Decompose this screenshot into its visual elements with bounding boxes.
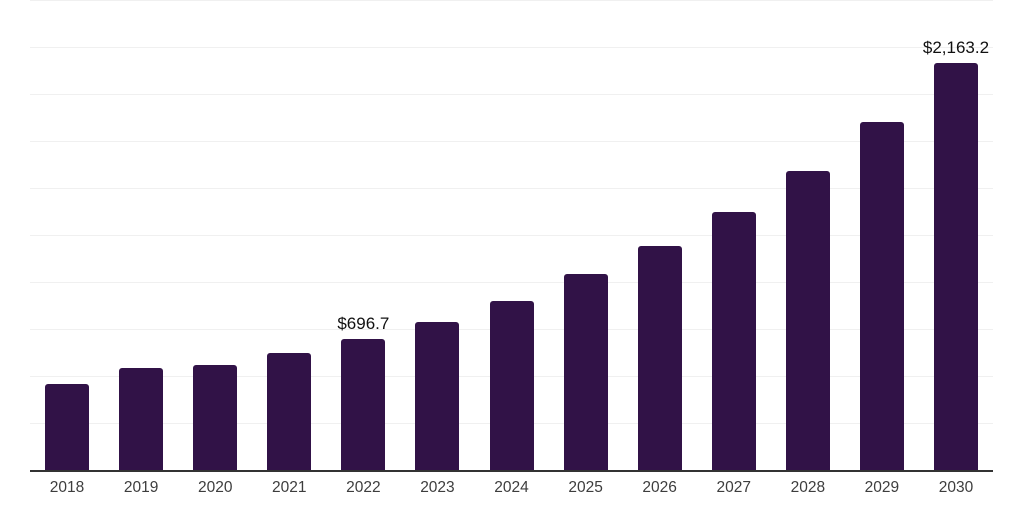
x-tick-label-2026: 2026: [642, 479, 677, 496]
bar-slot-2029: [845, 0, 919, 470]
plot-area: $696.7 $2,163.2: [30, 0, 993, 472]
data-label-2022: $696.7: [337, 314, 390, 334]
x-tick-label-2030: 2030: [938, 479, 974, 496]
bar-2019: [119, 368, 164, 470]
bar-slot-2027: [697, 0, 771, 470]
data-label-2030: $2,163.2: [922, 38, 990, 58]
gridline: [30, 235, 993, 236]
bar-slot-2025: [549, 0, 623, 470]
bar-2023: [415, 322, 460, 470]
bar-2027: [711, 211, 756, 470]
gridline: [30, 141, 993, 142]
bar-2030: [933, 63, 978, 470]
gridline: [30, 47, 993, 48]
bar-slot-2023: [400, 0, 474, 470]
x-tick-label-2019: 2019: [123, 479, 159, 496]
gridline: [30, 188, 993, 189]
bar-2026: [637, 246, 682, 470]
bar-2022: [341, 339, 386, 470]
bar-2020: [193, 364, 238, 470]
gridline: [30, 282, 993, 283]
x-tick-label-2029: 2029: [864, 479, 900, 496]
x-tick-label-2020: 2020: [197, 479, 233, 496]
bar-2018: [45, 383, 90, 470]
bar-slot-2022: $696.7: [326, 0, 400, 470]
bar-slot-2024: [474, 0, 548, 470]
bar-series: $696.7 $2,163.2: [30, 0, 993, 470]
x-tick-label-2027: 2027: [716, 479, 751, 496]
bar-2024: [489, 300, 534, 470]
bar-2021: [267, 353, 312, 470]
x-tick-label-2023: 2023: [420, 479, 455, 496]
x-tick-label-2018: 2018: [49, 479, 85, 496]
bar-slot-2028: [771, 0, 845, 470]
bar-2028: [785, 171, 830, 470]
bar-slot-2021: [252, 0, 326, 470]
bar-slot-2026: [623, 0, 697, 470]
bar-2025: [563, 274, 608, 470]
gridline: [30, 0, 993, 1]
bar-slot-2020: [178, 0, 252, 470]
x-tick-label-2028: 2028: [790, 479, 826, 496]
bar-2029: [859, 122, 904, 470]
x-tick-label-2024: 2024: [494, 479, 529, 496]
x-axis: 2018 2019 2020 2021 2022 2023 2024 2025 2026 2027…: [30, 479, 993, 498]
bar-slot-2030: $2,163.2: [919, 0, 993, 470]
x-tick-label-2022: 2022: [346, 479, 381, 496]
bar-slot-2018: [30, 0, 104, 470]
gridline: [30, 94, 993, 95]
bar-slot-2019: [104, 0, 178, 470]
x-tick-label-2025: 2025: [568, 479, 603, 496]
x-tick-label-2021: 2021: [272, 479, 307, 496]
